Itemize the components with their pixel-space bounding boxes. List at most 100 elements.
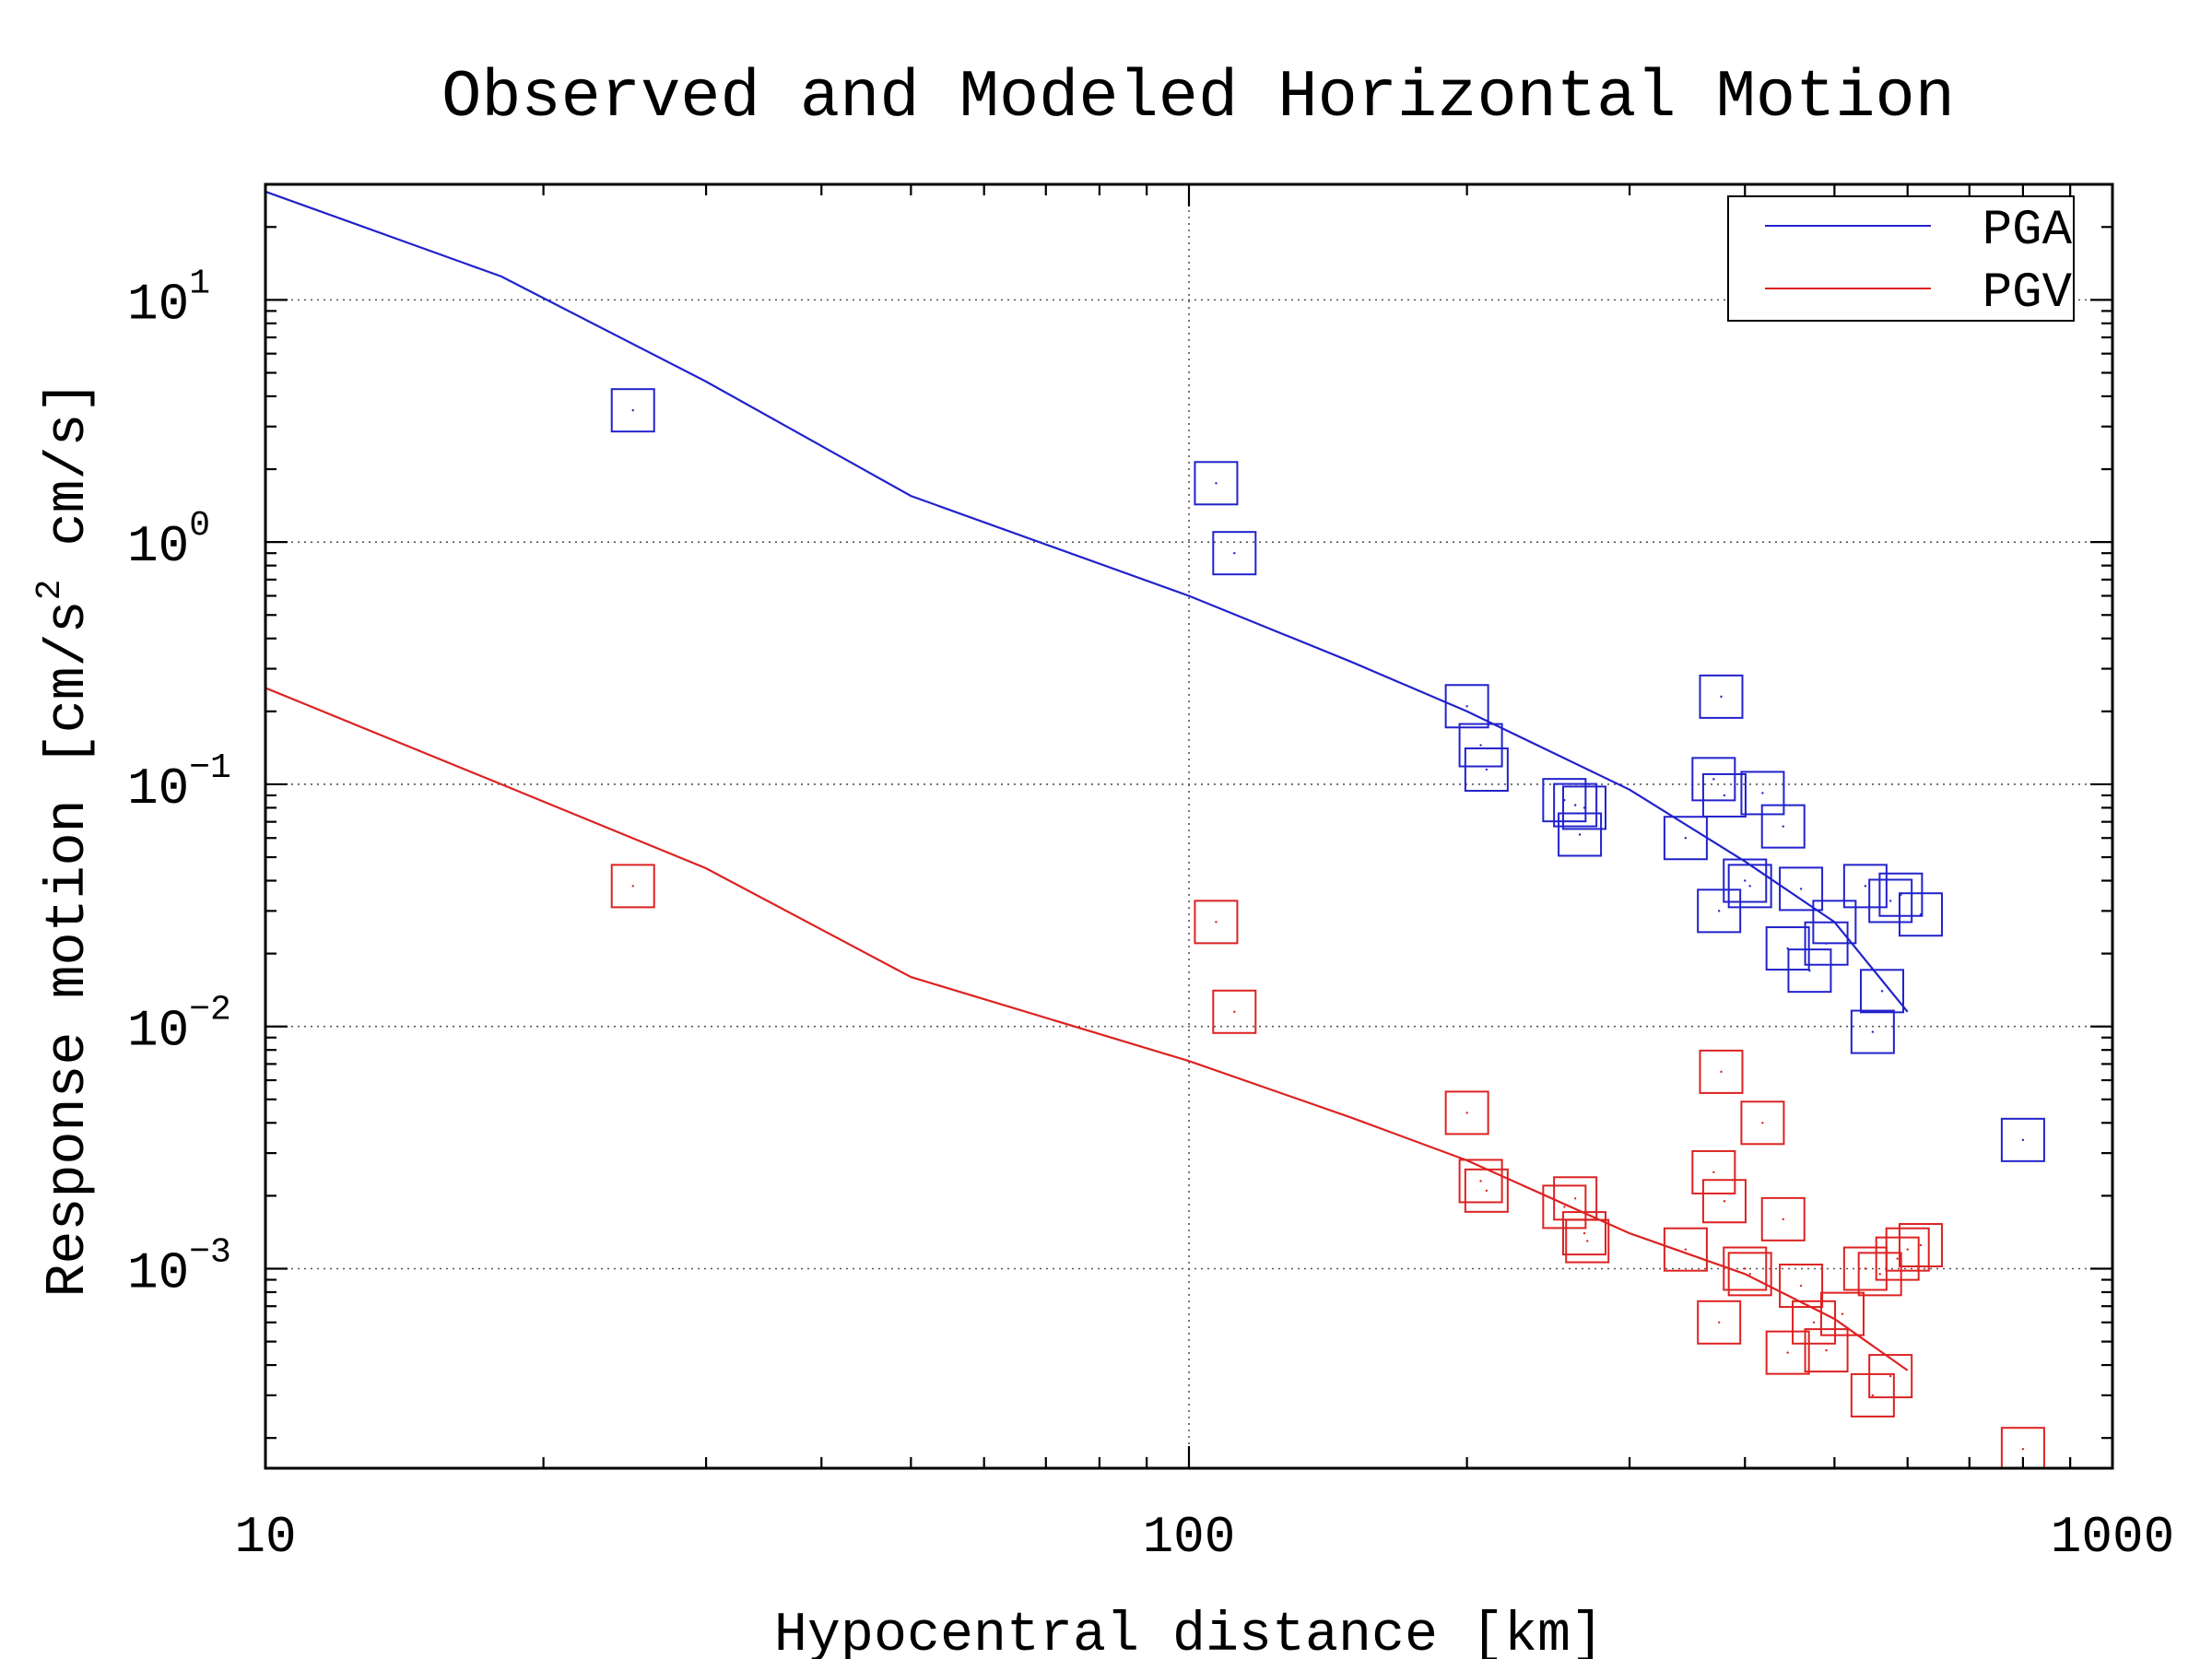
y-tick-exponent: 1 [189,264,210,303]
observed-point-pga [1194,461,1239,506]
observed-point-center-pgv [1782,1218,1784,1221]
observed-point-center-pga [1761,792,1764,794]
observed-point-pgv [1740,1100,1785,1146]
y-tick-exponent: 0 [189,506,210,546]
observed-point-pgv [1765,1330,1810,1375]
observed-point-center-pgv [1485,1189,1488,1193]
observed-point-pga [1444,684,1489,729]
observed-point-pga [610,388,655,433]
observed-point-pgv [1760,1196,1806,1241]
observed-point-pgv [1792,1300,1837,1345]
observed-point-center-pga [1578,833,1582,836]
x-tick-label: 100 [1143,1508,1236,1567]
observed-point-center-pgv [1586,1240,1589,1242]
observed-point-pga [1787,948,1832,994]
observed-point-pga [1561,785,1606,830]
observed-point-pgv [1691,1149,1736,1194]
observed-point-pgv [1542,1184,1587,1230]
observed-point-center-pga [1888,900,1892,902]
observed-point-center-pgv [1744,1267,1747,1270]
y-tick-label: 10−1 [127,748,231,818]
observed-point-pga [1860,969,1905,1014]
observed-point-center-pgv [1723,1200,1726,1203]
observed-point-pgv [1561,1211,1606,1256]
observed-point-center-pgv [631,885,634,888]
observed-point-center-pgv [1871,1394,1875,1397]
observed-point-pgv [1212,989,1257,1034]
observed-point-pga [1663,816,1708,861]
y-axis-label: Response motion [cm/s2 cm/s] [30,381,100,1298]
observed-point-center-pgv [1786,1351,1789,1354]
observed-point-pgv [1779,1264,1824,1309]
y-axis-label-part-1: Response motion [cm/s [38,600,100,1297]
observed-point-pga [1464,747,1509,792]
observed-point-pga [1212,531,1257,576]
observed-point-pga [1812,900,1857,945]
observed-point-center-pga [1485,768,1488,771]
series-pgv [265,687,2045,1468]
observed-point-center-pga [1712,778,1715,781]
observed-point-center-pgv [1684,1248,1688,1251]
y-tick-label: 100 [127,506,210,576]
y-tick-base: 10 [127,759,189,818]
observed-point-center-pga [1808,969,1811,972]
observed-point-center-pgv [1878,1273,1881,1276]
observed-point-pgv [1868,1354,1913,1399]
observed-point-center-pgv [1583,1231,1586,1235]
y-axis-label-part-2: cm/s] [38,381,100,580]
observed-point-center-pga [1799,888,1803,890]
observed-point-pgv [1898,1223,1943,1268]
observed-point-center-pga [1864,885,1867,888]
observed-point-center-pga [1723,794,1726,797]
observed-point-center-pgv [1720,1070,1723,1074]
observed-point-center-pga [1919,913,1923,916]
observed-point-center-pga [1573,804,1577,806]
observed-point-center-pgv [1864,1267,1867,1270]
observed-point-center-pga [1479,744,1482,747]
observed-point-pga [1842,864,1888,909]
legend: PGA PGV [1727,195,2075,322]
observed-point-center-pgv [1761,1122,1764,1124]
legend-label-pga: PGA [1983,203,2073,259]
observed-point-center-pga [1684,837,1688,840]
observed-point-center-pga [1748,885,1751,888]
observed-point-center-pgv [1919,1243,1923,1247]
observed-point-pgv [1464,1168,1509,1213]
y-tick-base: 10 [127,275,189,334]
plot-frame [264,182,2114,1470]
observed-point-pgv [1819,1291,1865,1336]
observed-point-pgv [1885,1227,1930,1272]
observed-point-pgv [1565,1218,1610,1264]
y-tick-label: 101 [127,264,210,334]
observed-point-center-pga [1833,921,1836,924]
observed-point-pgv [1444,1090,1489,1135]
plot-series [265,190,2045,1468]
observed-point-pgv [1875,1236,1920,1281]
y-tick-exponent: −2 [189,991,231,1030]
observed-point-center-pgv [1748,1273,1751,1276]
observed-point-pgv [1850,1372,1895,1418]
y-tick-exponent: −1 [189,748,231,788]
observed-point-center-pga [1782,825,1784,828]
x-tick-label: 1000 [2051,1508,2174,1567]
observed-point-center-pga [1583,806,1586,809]
observed-point-pga [1878,872,1924,917]
observed-point-pgv [1697,1300,1742,1345]
observed-point-pga [1727,864,1772,909]
x-tick-labels: 10 100 1000 [234,1508,2174,1567]
y-tick-base: 10 [127,1002,189,1061]
observed-point-pga [1760,804,1806,849]
y-tick-base: 10 [127,517,189,576]
y-axis-label-superscript: 2 [30,580,70,601]
observed-point-pga [1558,812,1603,857]
observed-point-pgv [1857,1252,1902,1297]
y-tick-label: 10−3 [127,1232,231,1302]
observed-point-pga [1701,772,1747,818]
y-tick-label: 10−2 [127,991,231,1061]
observed-point-center-pgv [1799,1284,1803,1288]
y-tick-exponent: −3 [189,1232,231,1272]
observed-point-pga [1553,782,1598,828]
observed-point-center-pgv [1906,1248,1909,1251]
